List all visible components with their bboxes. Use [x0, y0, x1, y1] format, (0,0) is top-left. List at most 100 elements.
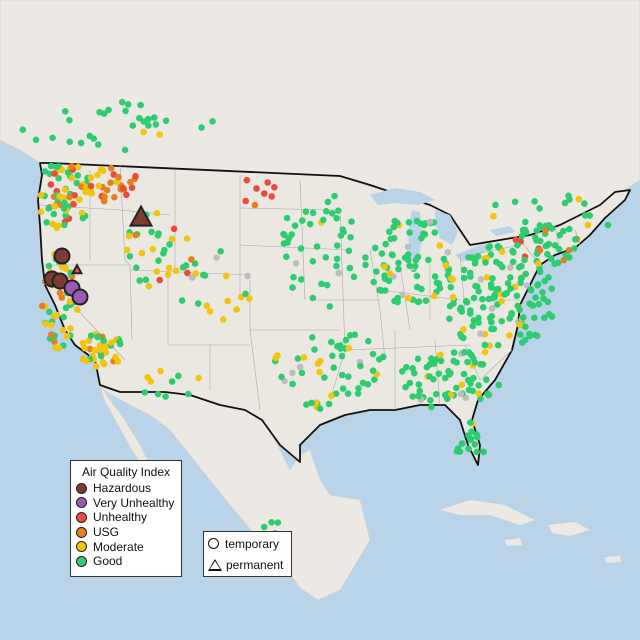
monitor-marker	[55, 175, 62, 182]
monitor-marker	[41, 168, 49, 175]
monitor-marker	[545, 274, 552, 281]
monitor-marker	[292, 260, 300, 267]
monitor-marker	[450, 349, 458, 356]
monitor-marker	[153, 268, 161, 275]
monitor-marker	[340, 228, 347, 236]
monitor-marker	[185, 390, 192, 398]
monitor-marker	[437, 357, 445, 365]
monitor-marker	[470, 294, 478, 302]
hispaniola-land	[548, 522, 590, 536]
monitor-marker	[268, 193, 276, 200]
monitor-marker	[488, 325, 495, 333]
monitor-marker	[195, 374, 202, 382]
monitor-marker	[480, 448, 487, 456]
monitor-marker	[406, 229, 413, 236]
legend-item-moderate: Moderate	[71, 539, 181, 554]
monitor-marker	[182, 262, 190, 269]
monitor-marker	[517, 275, 525, 282]
legend-item-label: temporary	[225, 536, 280, 551]
monitor-marker	[123, 191, 130, 199]
monitor-marker	[324, 198, 332, 206]
monitor-marker	[119, 185, 127, 192]
monitor-marker	[51, 203, 58, 210]
monitor-marker	[168, 235, 176, 243]
monitor-marker	[45, 205, 52, 212]
monitor-marker	[426, 218, 434, 226]
monitor-marker	[71, 288, 89, 306]
monitor-marker	[246, 295, 253, 302]
monitor-marker	[348, 218, 355, 225]
monitor-marker	[378, 250, 386, 257]
monitor-marker	[62, 212, 69, 219]
monitor-marker	[465, 386, 473, 394]
monitor-marker	[447, 283, 455, 291]
monitor-marker	[309, 334, 316, 341]
monitor-marker	[61, 221, 68, 229]
aqi-legend: Air Quality Index Hazardous Very Unhealt…	[70, 460, 182, 577]
monitor-marker	[501, 291, 509, 298]
monitor-marker	[303, 401, 310, 408]
monitor-marker	[460, 349, 468, 356]
monitor-marker	[490, 212, 497, 220]
monitor-marker	[48, 321, 55, 329]
monitor-marker	[547, 255, 555, 262]
monitor-marker	[460, 274, 468, 282]
monitor-marker	[222, 272, 230, 280]
monitor-marker	[333, 255, 341, 263]
monitor-marker	[494, 285, 502, 293]
monitor-marker	[499, 263, 506, 271]
monitor-marker	[395, 265, 402, 273]
monitor-marker	[132, 172, 139, 180]
monitor-marker	[107, 164, 115, 172]
monitor-marker	[59, 326, 67, 334]
monitor-marker	[460, 266, 468, 274]
monitor-marker	[94, 333, 101, 341]
lake-ontario	[490, 226, 515, 236]
monitor-marker	[128, 184, 136, 191]
monitor-marker	[321, 374, 328, 381]
monitor-marker	[542, 227, 549, 234]
monitor-marker	[82, 188, 89, 196]
monitor-marker	[325, 400, 333, 408]
monitor-marker	[101, 193, 108, 201]
monitor-marker	[46, 170, 54, 178]
monitor-marker	[237, 293, 245, 301]
monitor-marker	[413, 272, 421, 280]
monitor-marker	[514, 302, 522, 310]
monitor-marker	[290, 273, 297, 281]
monitor-marker	[52, 344, 59, 351]
monitor-marker	[527, 286, 534, 293]
monitor-marker	[498, 248, 506, 255]
monitor-marker	[560, 256, 568, 264]
monitor-marker	[565, 246, 573, 254]
monitor-marker	[280, 240, 288, 247]
monitor-marker	[68, 163, 76, 170]
legend-item-hazardous: Hazardous	[71, 481, 181, 496]
monitor-marker	[32, 136, 40, 144]
monitor-marker	[371, 376, 378, 383]
monitor-marker	[453, 384, 460, 392]
monitor-marker	[329, 210, 336, 217]
monitor-marker	[140, 128, 147, 136]
hazardous-swatch	[76, 482, 87, 494]
monitor-marker	[526, 300, 533, 307]
monitor-marker	[431, 273, 439, 280]
monitor-marker	[390, 223, 398, 231]
monitor-marker	[545, 240, 553, 248]
monitor-marker	[178, 297, 186, 304]
monitor-marker	[283, 214, 291, 222]
monitor-marker	[91, 346, 99, 354]
monitor-marker	[516, 321, 523, 328]
monitor-marker	[534, 281, 542, 288]
monitor-marker	[121, 146, 129, 154]
monitor-marker	[322, 253, 330, 261]
monitor-marker	[148, 228, 155, 236]
monitor-marker	[405, 219, 413, 226]
monitor-marker	[345, 247, 353, 255]
monitor-marker	[79, 355, 87, 363]
monitor-marker	[582, 212, 589, 219]
monitor-marker	[420, 230, 427, 237]
monitor-marker	[427, 397, 434, 404]
monitor-marker	[151, 114, 158, 121]
monitor-marker	[318, 280, 325, 288]
